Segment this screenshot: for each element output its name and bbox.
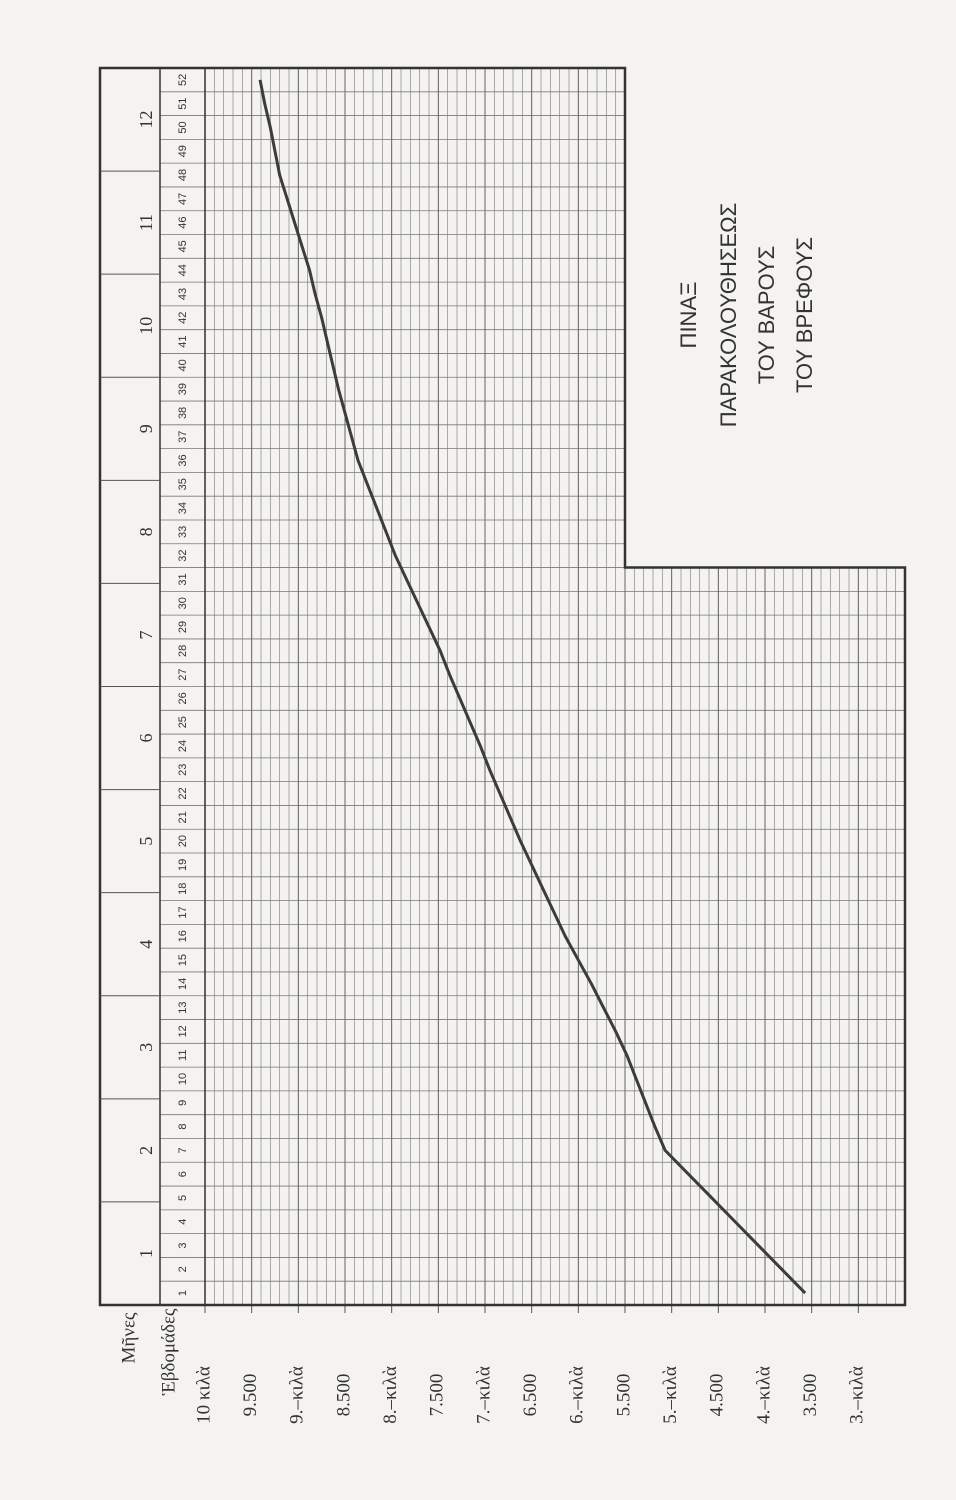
chart-title: ΤΟΥ ΒΑΡΟΥΣ	[754, 246, 779, 385]
x-tick-label: 37	[177, 431, 189, 443]
y-tick-label: 7.–κιλὰ	[473, 1366, 494, 1424]
y-tick-label: 3.–κιλὰ	[847, 1366, 868, 1424]
chart-title: ΠΑΡΑΚΟΛΟΥΘΗΣΕΩΣ	[716, 203, 741, 427]
month-label: 9	[136, 424, 156, 433]
x-tick-label: 19	[177, 859, 189, 871]
y-tick-label: 6.–κιλὰ	[567, 1366, 588, 1424]
month-label: 6	[136, 734, 156, 743]
x-tick-label: 40	[177, 359, 189, 371]
x-tick-label: 14	[177, 978, 189, 990]
x-tick-label: 43	[177, 288, 189, 300]
x-tick-label: 51	[177, 98, 189, 110]
x-tick-label: 13	[177, 1002, 189, 1014]
month-label: 8	[136, 527, 156, 536]
x-tick-label: 3	[177, 1242, 189, 1248]
y-tick-label: 3.500	[800, 1374, 821, 1417]
x-tick-label: 2	[177, 1266, 189, 1272]
frame	[98, 66, 907, 1307]
x-tick-label: 21	[177, 811, 189, 823]
x-tick-label: 20	[177, 835, 189, 847]
y-tick-label: 9.–κιλὰ	[287, 1366, 308, 1424]
x-tick-label: 7	[177, 1147, 189, 1153]
y-tick-label: 10 κιλὰ	[193, 1366, 214, 1424]
x-tick-label: 48	[177, 169, 189, 181]
x-tick-label: 5	[177, 1195, 189, 1201]
x-tick-label: 4	[177, 1219, 189, 1225]
y-tick-label: 8.–κιλὰ	[380, 1366, 401, 1424]
x-tick-label: 44	[177, 264, 189, 276]
month-label: 1	[136, 1249, 156, 1258]
x-tick-label: 1	[177, 1290, 189, 1296]
y-tick-label: 4.–κιλὰ	[753, 1366, 774, 1424]
month-label: 7	[136, 630, 156, 639]
x-tick-label: 6	[177, 1171, 189, 1177]
x-tick-label: 16	[177, 930, 189, 942]
weight-line	[258, 79, 807, 1295]
x-tick-label: 12	[177, 1025, 189, 1037]
x-tick-label: 34	[177, 502, 189, 514]
x-tick-label: 11	[177, 1050, 189, 1061]
x-tick-label: 35	[177, 478, 189, 490]
month-label: 5	[136, 837, 156, 846]
x-tick-label: 38	[177, 407, 189, 419]
months-axis-label: Μῆνες	[118, 1312, 139, 1363]
x-tick-label: 18	[177, 883, 189, 895]
y-tick-label: 5.–κιλὰ	[660, 1366, 681, 1424]
x-tick-label: 22	[177, 787, 189, 799]
x-tick-label: 41	[177, 335, 189, 347]
y-tick-label: 8.500	[333, 1374, 354, 1417]
x-tick-label: 28	[177, 645, 189, 657]
x-tick-label: 9	[177, 1100, 189, 1106]
y-tick-label: 6.500	[520, 1374, 541, 1417]
chart-title: ΤΟΥ ΒΡΕΦΟΥΣ	[792, 237, 817, 393]
x-tick-label: 30	[177, 597, 189, 609]
y-tick-label: 4.500	[707, 1374, 728, 1417]
month-label: 11	[136, 214, 156, 231]
x-tick-label: 50	[177, 121, 189, 133]
x-tick-label: 36	[177, 454, 189, 466]
x-tick-label: 15	[177, 954, 189, 966]
chart-title: ΠΙΝΑΞ	[676, 282, 701, 349]
x-tick-label: 27	[177, 668, 189, 680]
month-label: 12	[136, 111, 156, 129]
month-label: 2	[136, 1146, 156, 1155]
x-tick-label: 45	[177, 240, 189, 252]
month-label: 10	[136, 317, 156, 335]
x-tick-label: 29	[177, 621, 189, 633]
y-tick-label: 9.500	[240, 1374, 261, 1417]
x-tick-label: 17	[177, 906, 189, 918]
x-tick-label: 23	[177, 764, 189, 776]
y-tick-label: 7.500	[427, 1374, 448, 1417]
x-tick-label: 32	[177, 550, 189, 562]
month-label: 3	[136, 1043, 156, 1052]
x-tick-label: 49	[177, 145, 189, 157]
x-tick-label: 46	[177, 217, 189, 229]
month-label: 4	[136, 940, 156, 949]
y-tick-label: 5.500	[613, 1374, 634, 1417]
x-tick-label: 31	[177, 573, 189, 585]
x-tick-label: 33	[177, 526, 189, 538]
x-tick-label: 47	[177, 193, 189, 205]
x-tick-label: 26	[177, 692, 189, 704]
x-tick-label: 8	[177, 1124, 189, 1130]
x-axis-label: Ἑβδομάδες	[158, 1308, 179, 1395]
x-tick-label: 25	[177, 716, 189, 728]
x-tick-label: 24	[177, 740, 189, 752]
x-tick-label: 42	[177, 312, 189, 324]
x-tick-label: 52	[177, 74, 189, 86]
x-tick-label: 39	[177, 383, 189, 395]
x-tick-label: 10	[177, 1073, 189, 1085]
